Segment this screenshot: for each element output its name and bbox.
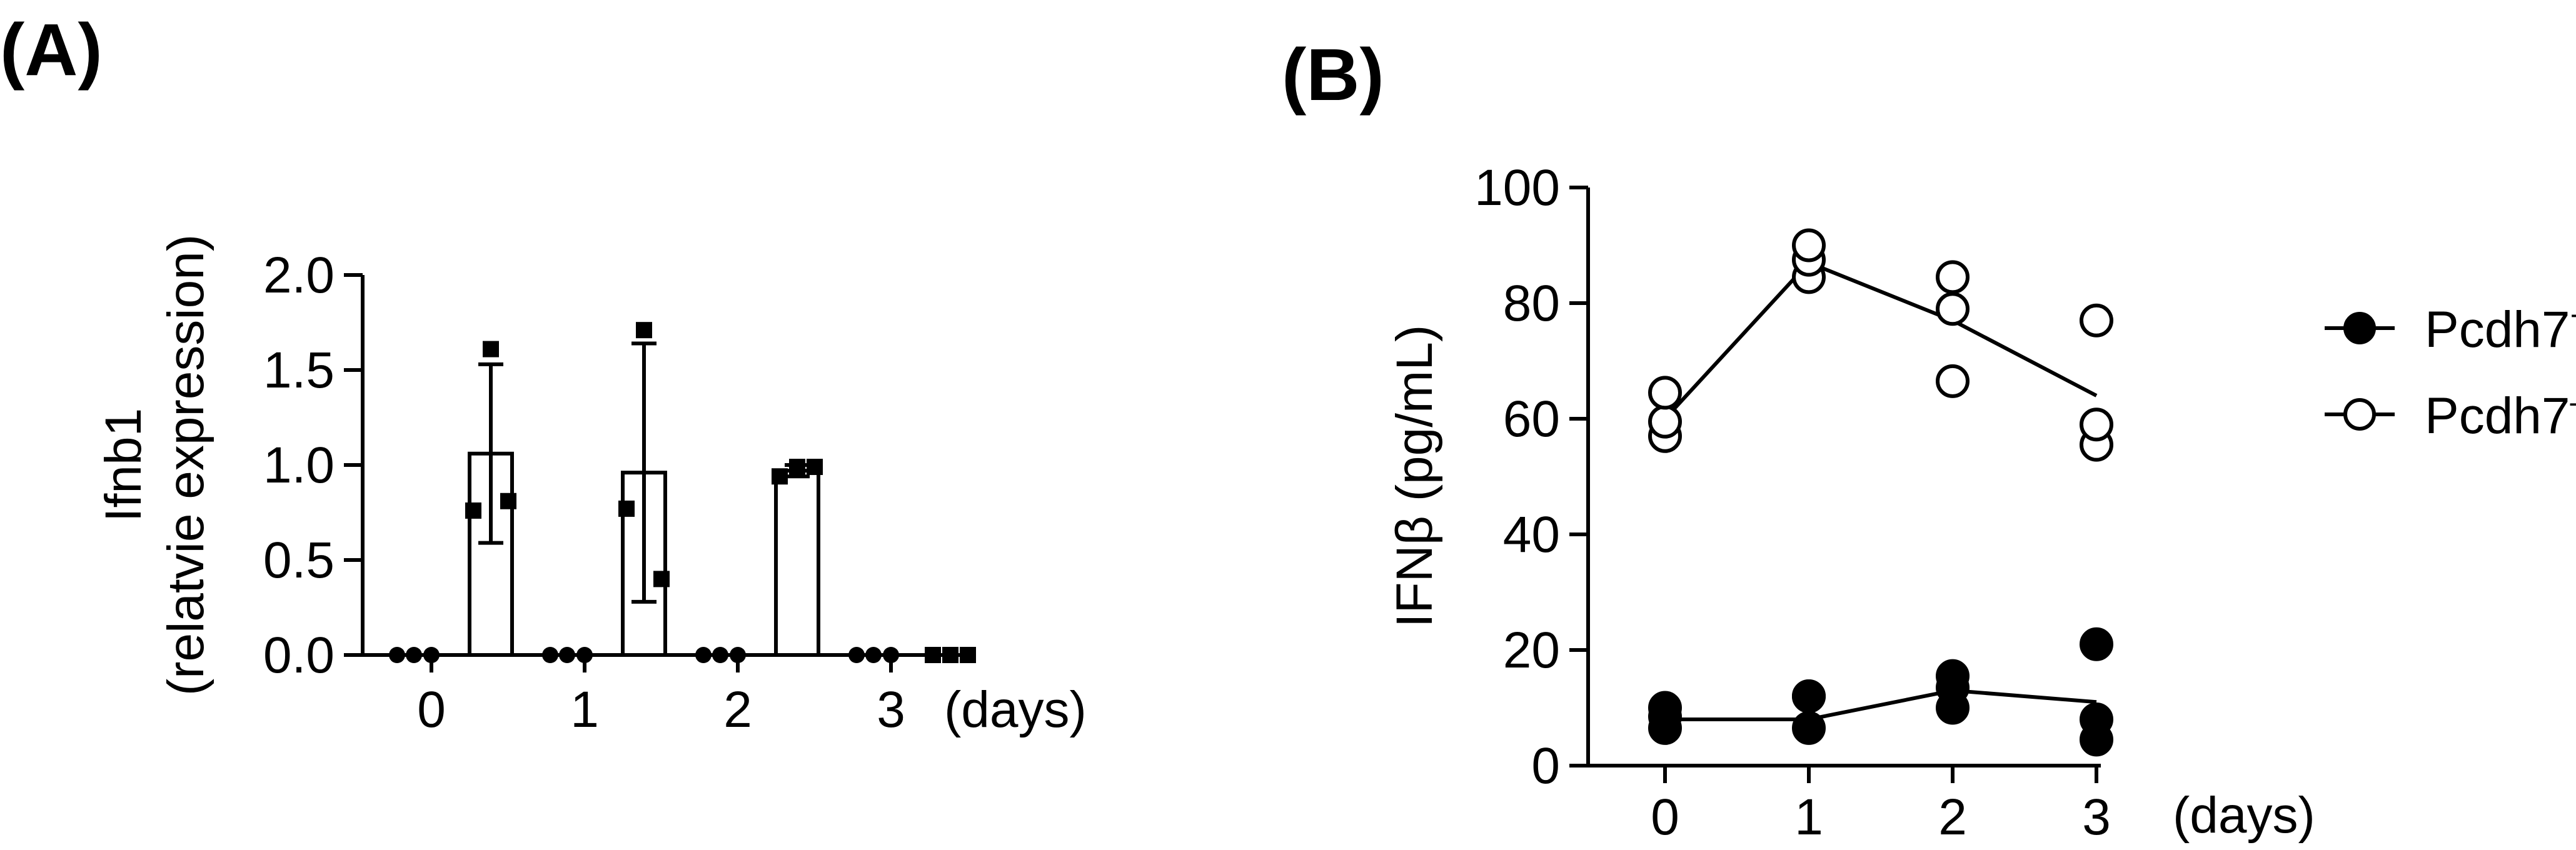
panel-b-x-tick-label: 3 [2082, 789, 2111, 846]
panel-a-point-square [465, 502, 481, 519]
panel-b-y-tick-label: 60 [1503, 391, 1560, 448]
panel-label-a: (A) [0, 9, 103, 91]
legend-marker-filled-circle [2343, 312, 2376, 344]
panel-a-y-tick-label: 0.5 [263, 532, 335, 589]
panel-b-point-open-circle [1936, 364, 1970, 398]
panel-b-mean-line [1663, 260, 2098, 421]
panel-b-y-tick-label: 100 [1474, 159, 1560, 216]
panel-a-point-square [636, 322, 652, 339]
legend-label-wt: Pcdh7+/+ [2425, 297, 2576, 358]
panel-a-point-square [960, 647, 976, 663]
panel-a-point-circle [848, 647, 865, 663]
panel-b-x-tick-label: 2 [1938, 789, 1967, 846]
panel-a-x-tick-label: 0 [417, 681, 446, 738]
panel-b-y-ticks: 0 20 40 60 80 100 [1474, 159, 1588, 794]
panel-a-point-square [483, 341, 499, 358]
panel-b-point-filled-circle [1648, 691, 1682, 725]
panel-b-mean-lines [1663, 260, 2098, 721]
panel-a-point-square [942, 647, 958, 663]
panel-a-point-square [807, 459, 823, 476]
panel-a-x-ticks: 0 1 2 3 [417, 655, 905, 738]
panel-a-point-circle [559, 647, 575, 663]
panel-a-point-square [618, 500, 635, 517]
panel-a-point-square [500, 492, 516, 509]
panel-label-b: (B) [1282, 34, 1384, 116]
panel-a-point-circle [423, 647, 440, 663]
panel-b-x-tick-label: 0 [1651, 789, 1679, 846]
panel-a-point-square [789, 459, 805, 476]
panel-a-x-unit: (days) [944, 681, 1087, 738]
panel-a-point-circle [712, 647, 728, 663]
panel-a-y-label-2: (relatvie expression) [158, 234, 214, 696]
panel-a-point-circle [389, 647, 405, 663]
panel-b-point-filled-circle [2080, 627, 2113, 661]
panel-a-y-label-1: Ifnb1 [95, 408, 152, 522]
panel-b-scatter-chart: 0 20 40 60 80 100 0 1 2 3 IFNβ (pg/mL) (days) Pc… [1386, 159, 2576, 846]
panel-b-point-filled-circle [1936, 659, 1970, 693]
panel-b-mean-line [1665, 688, 2097, 721]
panel-a-x-tick-label: 2 [723, 681, 752, 738]
panel-a-point-circle [730, 647, 746, 663]
panel-b-point-open-circle [1936, 292, 1970, 326]
panel-b-x-unit: (days) [2173, 787, 2315, 844]
panel-b-y-tick-label: 0 [1531, 738, 1560, 794]
panel-a-x-tick-label: 3 [877, 681, 905, 738]
panel-a-x-tick-label: 1 [570, 681, 599, 738]
panel-b-point-open-circle [2080, 303, 2113, 338]
panel-b-point-filled-circle [1792, 679, 1826, 713]
panel-a-point-circle [542, 647, 558, 663]
panel-a-point-circle [695, 647, 712, 663]
legend-label-wt-superscript: +/+ [2570, 297, 2576, 334]
panel-b-point-open-circle [2080, 408, 2113, 442]
panel-a-y-tick-label: 0.0 [263, 627, 335, 684]
panel-b-point-filled-circle [1792, 711, 1826, 745]
panel-a-error-bars [478, 341, 810, 604]
panel-a-point-circle [865, 647, 882, 663]
panel-a-point-square [653, 571, 670, 588]
panel-a-point-square [925, 647, 941, 663]
panel-b-y-tick-label: 80 [1503, 275, 1560, 332]
panel-b-point-open-circle [1648, 404, 1682, 439]
panel-a-y-ticks: 0.0 0.5 1.0 1.5 2.0 [263, 247, 363, 684]
panel-b-y-tick-label: 40 [1503, 506, 1560, 563]
panel-a-point-square [772, 468, 788, 485]
legend-label-ko-name: Pcdh7 [2425, 388, 2570, 444]
panel-b-point-filled-circle [2080, 702, 2113, 736]
legend-marker-open-circle [2343, 398, 2376, 431]
panel-a-points [389, 322, 976, 663]
legend-label-wt-name: Pcdh7 [2425, 301, 2570, 358]
panel-b-point-open-circle [1936, 260, 1970, 294]
panel-b-point-open-circle [1792, 228, 1826, 262]
panel-b-legend: Pcdh7+/+ Pcdh7–/– [2325, 297, 2576, 444]
legend-label-ko: Pcdh7–/– [2425, 383, 2576, 444]
panel-b-points [1648, 228, 2113, 757]
panel-b-point-open-circle [1648, 376, 1682, 410]
panel-a-bar-chart: 0.0 0.5 1.0 1.5 2.0 0 1 2 3 Ifnb1 (relatvie exp… [95, 234, 1087, 738]
panel-b-y-tick-label: 20 [1503, 622, 1560, 679]
panel-a-y-tick-label: 1.0 [263, 437, 335, 494]
panel-a-point-circle [406, 647, 422, 663]
panel-a-point-circle [576, 647, 593, 663]
panel-a-y-tick-label: 2.0 [263, 247, 335, 304]
panel-a-point-circle [883, 647, 899, 663]
panel-b-x-tick-label: 1 [1794, 789, 1823, 846]
legend-label-ko-superscript: –/– [2570, 383, 2576, 421]
panel-a-y-tick-label: 1.5 [263, 342, 335, 399]
panel-b-y-label: IFNβ (pg/mL) [1386, 325, 1443, 628]
panel-b-x-ticks: 0 1 2 3 [1651, 766, 2111, 846]
panel-a-bar [774, 469, 820, 657]
